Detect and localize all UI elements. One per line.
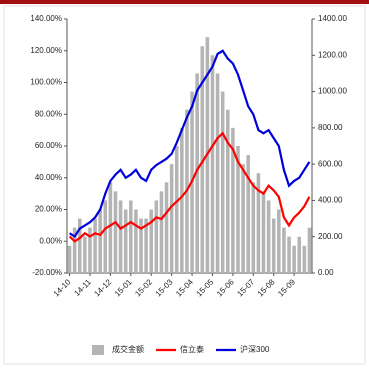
y-tick-label: 120.00% [30, 46, 62, 55]
x-tick-label: 15-06 [215, 277, 236, 298]
x-tick-label: 14-10 [52, 277, 73, 298]
y2-tick-label: 600.00 [318, 159, 343, 168]
bar [72, 227, 77, 273]
bar [220, 91, 225, 273]
x-tick-label: 15-03 [154, 277, 175, 298]
y2-tick-label: 1000.00 [318, 87, 347, 96]
bar [231, 127, 235, 273]
bar [169, 164, 174, 273]
bar [277, 209, 281, 273]
bar [297, 236, 302, 273]
bar [241, 164, 245, 273]
bar [154, 200, 159, 273]
legend-label: 沪深300 [240, 344, 270, 354]
bar [118, 200, 123, 273]
line-series [68, 131, 311, 243]
legend-label: 成交金额 [112, 344, 144, 354]
bar [307, 227, 312, 273]
bar [287, 236, 291, 273]
bar [174, 146, 179, 273]
y-tick-label: 140.00% [30, 14, 62, 23]
bar [67, 245, 72, 273]
bar [164, 182, 169, 273]
y2-tick-label: 0.00 [318, 268, 334, 277]
bar [225, 109, 230, 273]
top-border [0, 0, 369, 4]
bar [144, 218, 148, 273]
y2-tick-label: 1200.00 [318, 50, 347, 59]
x-tick-label: 15-09 [276, 277, 297, 298]
bar [134, 209, 138, 273]
x-tick-label: 14-12 [92, 277, 113, 298]
x-tick-label: 15-05 [195, 277, 216, 298]
bar [159, 191, 164, 273]
bar [108, 182, 113, 273]
bar [261, 191, 266, 273]
y-tick-label: 100.00% [30, 78, 62, 87]
bar [271, 218, 276, 273]
bar [103, 200, 108, 273]
legend-label: 信立泰 [180, 344, 204, 354]
bar [215, 73, 220, 273]
bar [246, 155, 250, 273]
bar [251, 182, 256, 273]
y2-tick-label: 200.00 [318, 232, 343, 241]
frame [3, 5, 366, 365]
legend-swatch [92, 345, 104, 355]
bar [139, 218, 143, 273]
y2-tick-label: 800.00 [318, 123, 343, 132]
y2-tick-label: 1400.00 [318, 14, 347, 23]
x-tick-label: 15-08 [256, 277, 277, 298]
bar [98, 209, 102, 273]
bar [77, 218, 82, 273]
y-tick-label: 80.00% [35, 109, 62, 118]
bar [93, 218, 97, 273]
y-tick-label: 20.00% [35, 205, 62, 214]
bar [83, 236, 87, 273]
y-tick-label: 0.00% [39, 236, 62, 245]
x-tick-label: 15-07 [235, 277, 256, 298]
bar [180, 127, 184, 273]
bar [129, 200, 133, 273]
bar [200, 46, 205, 273]
bar [302, 245, 307, 273]
bar [113, 191, 118, 273]
bar [266, 200, 271, 273]
bar [210, 55, 215, 274]
bar [123, 209, 128, 273]
x-tick-label: 15-02 [133, 277, 154, 298]
bar [195, 73, 199, 273]
bar [256, 173, 261, 273]
bar [149, 209, 154, 273]
y-tick-label: 40.00% [35, 173, 62, 182]
bar [292, 245, 296, 273]
y-tick-label: 60.00% [35, 141, 62, 150]
bar [88, 227, 92, 273]
bar [282, 227, 286, 273]
x-tick-label: 14-11 [72, 277, 93, 298]
x-tick-label: 15-04 [174, 277, 195, 298]
x-tick-label: 15-01 [113, 277, 134, 298]
y-tick-label: -20.00% [32, 268, 62, 277]
y2-tick-label: 400.00 [318, 196, 343, 205]
bar [236, 146, 240, 273]
line-series [69, 49, 311, 239]
